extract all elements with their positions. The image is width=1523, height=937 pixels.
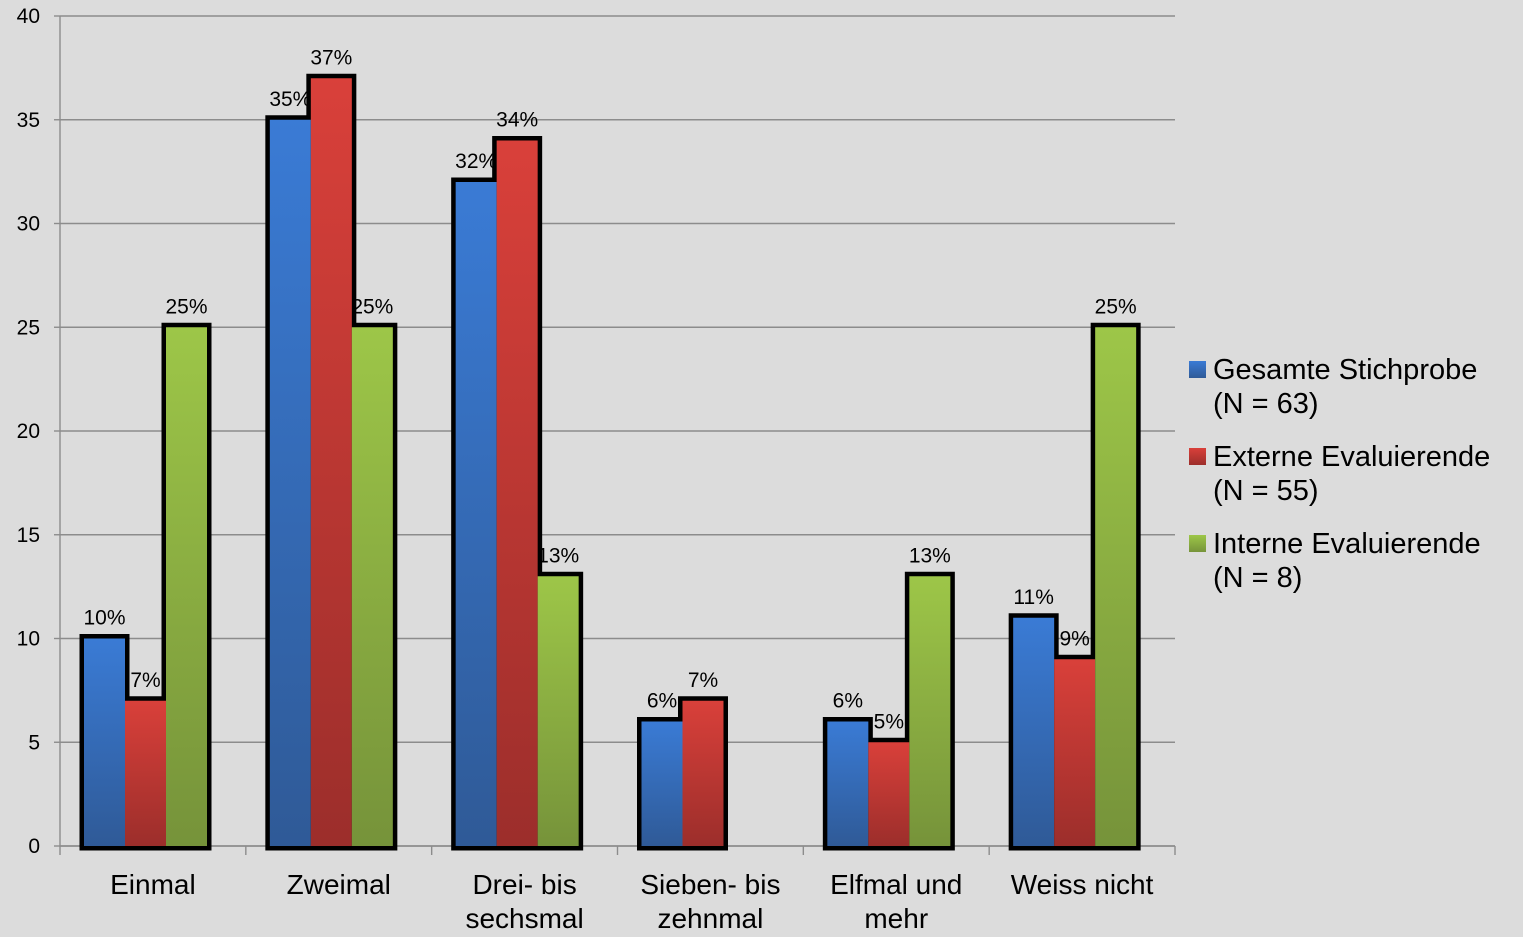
bar bbox=[166, 327, 207, 846]
bar bbox=[1054, 659, 1096, 846]
x-category-label: Drei- bis sechsmal bbox=[465, 869, 583, 934]
x-category-label: Elfmal und mehr bbox=[830, 869, 962, 934]
y-tick-label: 0 bbox=[28, 835, 40, 858]
legend-swatch bbox=[1189, 448, 1206, 465]
legend-label: Interne Evaluierende (N = 8) bbox=[1213, 528, 1481, 594]
data-label: 34% bbox=[496, 109, 538, 132]
legend: Gesamte Stichprobe (N = 63) Externe Evalui… bbox=[1189, 354, 1490, 594]
data-label: 9% bbox=[1059, 627, 1089, 650]
legend-item: Interne Evaluierende (N = 8) bbox=[1189, 528, 1481, 594]
data-label: 7% bbox=[688, 669, 718, 692]
legend-swatch bbox=[1189, 361, 1206, 378]
y-tick-label: 15 bbox=[17, 524, 40, 547]
bar bbox=[125, 700, 166, 846]
bar bbox=[909, 576, 951, 846]
bar bbox=[351, 327, 393, 846]
data-label: 25% bbox=[351, 295, 393, 318]
legend-label: Gesamte Stichprobe (N = 63) bbox=[1213, 354, 1477, 420]
y-tick-label: 5 bbox=[28, 731, 40, 754]
x-category-label: Sieben- bis zehnmal bbox=[640, 869, 780, 934]
grid bbox=[60, 15, 1175, 847]
data-label: 32% bbox=[455, 150, 497, 173]
data-labels: 10% 35% 32% 6% 6% 11% 7% 37% 34% 7% 5% 9% 25% 25% 13% 1… bbox=[83, 46, 1136, 733]
bar bbox=[310, 78, 352, 846]
y-tick-label: 20 bbox=[17, 420, 40, 443]
y-tick-label: 10 bbox=[17, 628, 40, 651]
x-category-label: Zweimal bbox=[287, 869, 391, 900]
bar bbox=[84, 638, 125, 846]
x-category-label: Einmal bbox=[110, 869, 196, 900]
bar bbox=[868, 742, 910, 846]
y-tick-label: 30 bbox=[17, 213, 40, 236]
bar bbox=[827, 721, 869, 846]
bars bbox=[79, 73, 1141, 851]
axes: 0 5 10 15 20 25 30 35 40 Einmal Zweimal Drei- bis se… bbox=[17, 5, 1176, 934]
data-label: 37% bbox=[310, 46, 352, 69]
x-category-label: Weiss nicht bbox=[1011, 869, 1154, 900]
data-label: 25% bbox=[1095, 295, 1137, 318]
data-label: 10% bbox=[83, 607, 125, 630]
y-tick-label: 40 bbox=[17, 5, 40, 28]
data-label: 6% bbox=[647, 690, 677, 713]
bar bbox=[682, 700, 724, 846]
data-label: 6% bbox=[833, 690, 863, 713]
legend-swatch bbox=[1189, 535, 1206, 552]
bar bbox=[1095, 327, 1137, 846]
data-label: 13% bbox=[537, 544, 579, 567]
data-label: 25% bbox=[165, 295, 207, 318]
data-label: 7% bbox=[130, 669, 160, 692]
legend-item: Externe Evaluierende (N = 55) bbox=[1189, 441, 1490, 507]
data-label: 11% bbox=[1013, 586, 1053, 609]
legend-label: Externe Evaluierende (N = 55) bbox=[1213, 441, 1490, 507]
bar bbox=[496, 140, 538, 846]
data-label: 13% bbox=[909, 544, 951, 567]
data-label: 5% bbox=[874, 710, 904, 733]
y-tick-label: 25 bbox=[17, 316, 40, 339]
data-label: 35% bbox=[269, 88, 311, 111]
bar bbox=[269, 119, 311, 846]
bar bbox=[537, 576, 579, 846]
bar bbox=[455, 182, 497, 846]
bar bbox=[641, 721, 683, 846]
y-tick-label: 35 bbox=[17, 109, 40, 132]
legend-item: Gesamte Stichprobe (N = 63) bbox=[1189, 354, 1477, 420]
bar bbox=[1013, 617, 1055, 846]
